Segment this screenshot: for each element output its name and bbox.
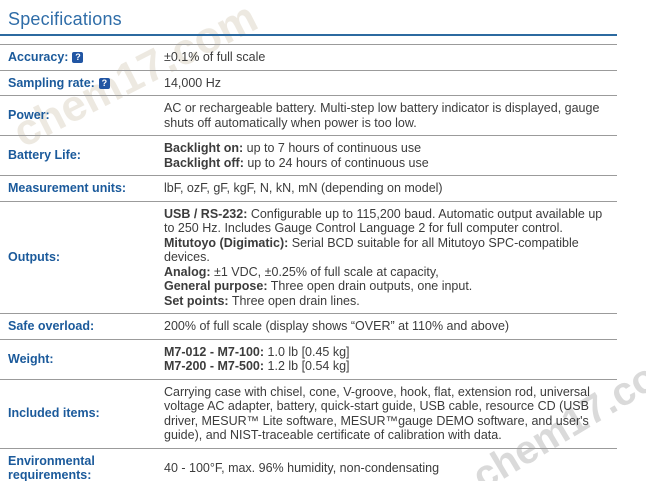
- spec-label: Sampling rate:?: [0, 74, 164, 93]
- spec-value-line: Analog: ±1 VDC, ±0.25% of full scale at …: [164, 264, 439, 279]
- spec-value: 200% of full scale (display shows “OVER”…: [164, 317, 617, 336]
- spec-label: Environmental requirements:: [8, 453, 95, 481]
- spec-value-line: General purpose: Three open drain output…: [164, 279, 473, 293]
- spec-table: Accuracy:? ±0.1% of full scale Sampling ra…: [0, 44, 617, 481]
- table-row: Safe overload: 200% of full scale (displa…: [0, 313, 617, 339]
- table-row: Measurement units: lbF, ozF, gF, kgF, N, …: [0, 175, 617, 201]
- spec-value: lbF, ozF, gF, kgF, N, kN, mN (depending …: [164, 179, 617, 198]
- help-icon[interactable]: ?: [98, 77, 110, 89]
- table-row: Sampling rate:? 14,000 Hz: [0, 69, 617, 96]
- spec-value-line: Set points: Three open drain lines.: [164, 293, 360, 308]
- spec-value: 40 - 100°F, max. 96% humidity, non-conde…: [164, 459, 617, 478]
- spec-value-line: 200% of full scale (display shows “OVER”…: [164, 319, 510, 333]
- spec-value-line: lbF, ozF, gF, kgF, N, kN, mN (depending …: [164, 181, 443, 195]
- table-row: Weight: M7-012 - M7-100: 1.0 lb [0.45 kg]…: [0, 338, 617, 379]
- spec-value-line: ±0.1% of full scale: [164, 50, 266, 64]
- spec-value-line: Backlight off: up to 24 hours of continu…: [164, 155, 429, 170]
- help-icon[interactable]: ?: [72, 52, 84, 63]
- table-row: Included items: Carrying case with chisel…: [0, 378, 617, 448]
- spec-value: ±0.1% of full scale: [164, 48, 617, 67]
- spec-label: Power:: [8, 108, 50, 123]
- page-title: Specifications: [8, 9, 122, 29]
- spec-value-line: AC or rechargeable battery. Multi-step l…: [164, 101, 600, 130]
- spec-value: Backlight on: up to 7 hours of continuou…: [164, 139, 617, 172]
- table-row: Environmental requirements: 40 - 100°F, m…: [0, 447, 617, 481]
- spec-value-line: Carrying case with chisel, cone, V-groov…: [164, 384, 590, 443]
- spec-label: Safe overload:: [8, 319, 95, 333]
- table-row: Outputs: USB / RS-232: Configurable up to…: [0, 200, 617, 314]
- spec-value-line: M7-012 - M7-100: 1.0 lb [0.45 kg]: [164, 344, 350, 359]
- table-row: Accuracy:? ±0.1% of full scale: [0, 44, 617, 70]
- spec-value: M7-012 - M7-100: 1.0 lb [0.45 kg] M7-200 …: [164, 343, 617, 376]
- spec-value: Carrying case with chisel, cone, V-groov…: [164, 383, 617, 445]
- table-row: Battery Life: Backlight on: up to 7 hours…: [0, 135, 617, 175]
- spec-value-line: 14,000 Hz: [164, 75, 221, 90]
- spec-label: Included items:: [8, 406, 100, 421]
- spec-value: USB / RS-232: Configurable up to 115,200…: [164, 205, 617, 311]
- spec-label: Outputs:: [8, 250, 61, 264]
- spec-value-line: USB / RS-232: Configurable up to 115,200…: [164, 206, 603, 236]
- spec-label: Accuracy:?: [0, 48, 164, 67]
- spec-value-line: 40 - 100°F, max. 96% humidity, non-conde…: [164, 460, 440, 475]
- section-header: Specifications: [0, 0, 617, 36]
- spec-value: AC or rechargeable battery. Multi-step l…: [164, 99, 617, 132]
- spec-value-line: M7-200 - M7-500: 1.2 lb [0.54 kg]: [164, 359, 350, 373]
- spec-value-line: Mitutoyo (Digimatic): Serial BCD suitabl…: [164, 235, 579, 265]
- spec-label: Measurement units:: [8, 181, 127, 195]
- spec-value-line: Backlight on: up to 7 hours of continuou…: [164, 141, 422, 155]
- spec-label: Battery Life:: [8, 148, 81, 163]
- table-row: Power: AC or rechargeable battery. Multi-…: [0, 95, 617, 135]
- spec-label: Weight:: [8, 351, 54, 366]
- spec-value: 14,000 Hz: [164, 74, 617, 93]
